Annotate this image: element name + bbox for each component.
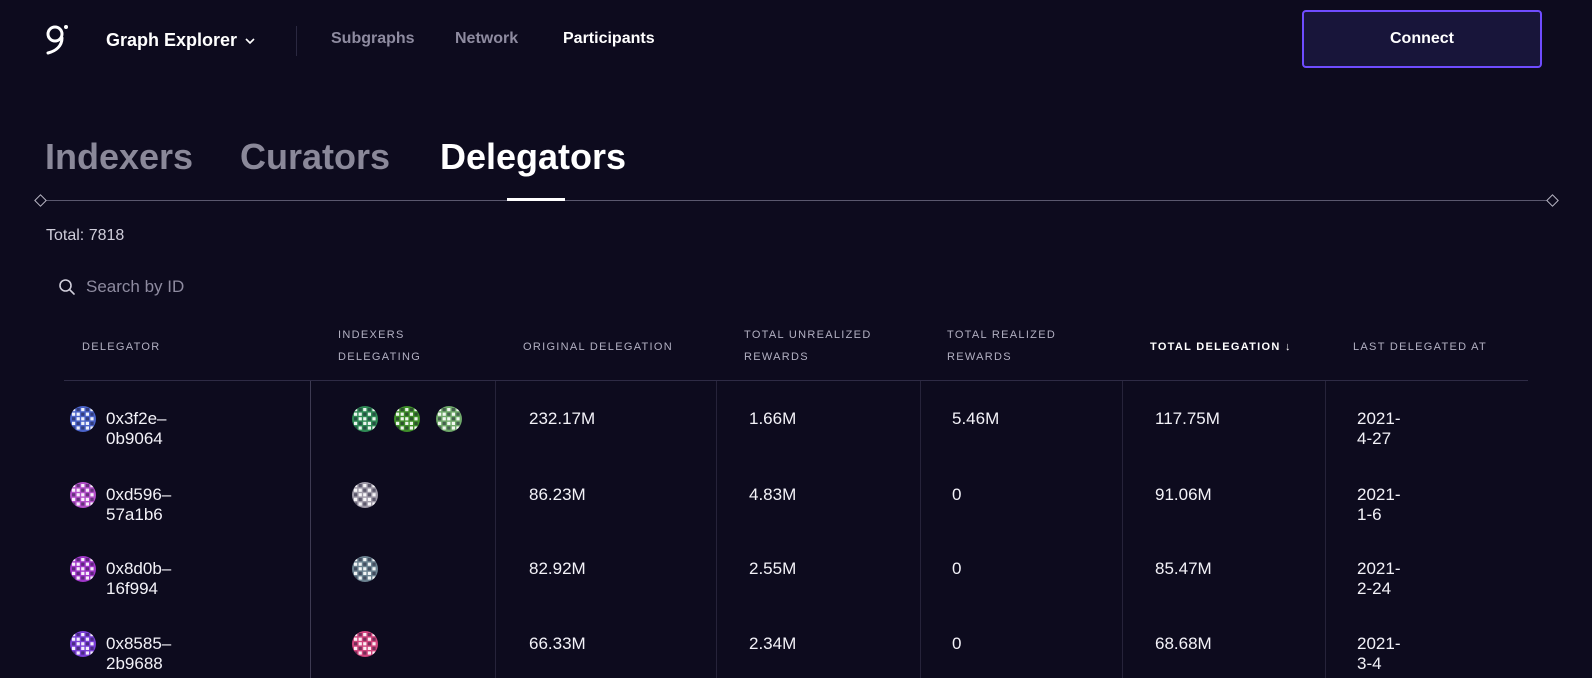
column-header-total-delegation[interactable]: TOTAL DELEGATION ↓ — [1150, 341, 1292, 353]
indexer-avatar[interactable] — [352, 406, 378, 432]
cell-unrealized: 2.34M — [749, 634, 797, 653]
indexer-avatar[interactable] — [352, 482, 378, 508]
indexer-avatar[interactable] — [394, 406, 420, 432]
cell-realized: 0 — [952, 485, 962, 504]
cell-original: 86.23M — [529, 485, 586, 504]
column-divider — [1325, 381, 1326, 678]
cell-unrealized: 2.55M — [749, 559, 797, 578]
column-divider — [1122, 381, 1123, 678]
connect-button[interactable]: Connect — [1302, 10, 1542, 68]
nav-subgraphs[interactable]: Subgraphs — [331, 30, 415, 47]
active-tab-indicator — [507, 198, 565, 201]
cell-total: 68.68M — [1155, 634, 1212, 653]
indexer-avatar[interactable] — [352, 556, 378, 582]
nav-divider — [296, 26, 297, 56]
delegator-id-link[interactable]: 0xd596–57a1b6 — [106, 485, 172, 524]
cell-unrealized: 1.66M — [749, 409, 797, 428]
column-divider — [310, 381, 311, 678]
table-header-divider — [64, 380, 1528, 381]
delegator-avatar — [70, 631, 96, 657]
delegator-avatar — [70, 482, 96, 508]
tab-divider — [40, 200, 1552, 201]
search-icon — [59, 279, 75, 295]
cell-last: 2021-4-27 — [1357, 409, 1401, 448]
delegator-avatar — [70, 406, 96, 432]
column-header-original-delegation[interactable]: ORIGINAL DELEGATION — [523, 341, 674, 353]
cell-total: 91.06M — [1155, 485, 1212, 504]
brand-menu[interactable]: Graph Explorer — [106, 30, 257, 51]
cell-realized: 5.46M — [952, 409, 1000, 428]
cell-total: 117.75M — [1155, 409, 1220, 428]
column-divider — [495, 381, 496, 678]
brand-title: Graph Explorer — [106, 30, 238, 50]
cell-realized: 0 — [952, 559, 962, 578]
top-navigation: Graph Explorer Subgraphs Network Partici… — [0, 0, 1592, 80]
delegator-id-link[interactable]: 0x8585–2b9688 — [106, 634, 172, 673]
search-bar — [58, 276, 388, 298]
cell-last: 2021-2-24 — [1357, 559, 1401, 598]
cell-last: 2021-3-4 — [1357, 634, 1401, 673]
delegator-id-link[interactable]: 0x8d0b–16f994 — [106, 559, 172, 598]
column-header-last-delegated-at[interactable]: LAST DELEGATED AT — [1353, 341, 1487, 353]
cell-realized: 0 — [952, 634, 962, 653]
indexer-avatar[interactable] — [352, 631, 378, 657]
tab-indexers[interactable]: Indexers — [45, 136, 194, 177]
column-header-total-unrealized-rewards[interactable]: TOTAL UNREALIZED REWARDS — [744, 329, 872, 363]
nav-participants[interactable]: Participants — [563, 30, 655, 47]
indexer-avatar[interactable] — [436, 406, 462, 432]
cell-original: 66.33M — [529, 634, 586, 653]
tab-delegators[interactable]: Delegators — [440, 136, 627, 177]
divider-diamond-left-icon — [34, 194, 47, 207]
column-header-indexers-delegating[interactable]: INDEXERS DELEGATING — [338, 329, 422, 363]
cell-total: 85.47M — [1155, 559, 1212, 578]
divider-diamond-right-icon — [1546, 194, 1559, 207]
cell-original: 82.92M — [529, 559, 586, 578]
chevron-down-icon — [245, 37, 255, 44]
cell-original: 232.17M — [529, 409, 596, 428]
delegator-avatar — [70, 556, 96, 582]
tab-curators[interactable]: Curators — [240, 136, 391, 177]
column-divider — [920, 381, 921, 678]
column-header-delegator[interactable]: DELEGATOR — [82, 341, 161, 353]
total-count: Total: 7818 — [46, 227, 125, 244]
column-divider — [716, 381, 717, 678]
cell-unrealized: 4.83M — [749, 485, 797, 504]
graph-logo-icon[interactable] — [44, 24, 70, 56]
delegator-id-link[interactable]: 0x3f2e–0b9064 — [106, 409, 167, 448]
column-header-total-realized-rewards[interactable]: TOTAL REALIZED REWARDS — [947, 329, 1057, 363]
search-input[interactable] — [84, 276, 388, 298]
cell-last: 2021-1-6 — [1357, 485, 1401, 524]
nav-network[interactable]: Network — [455, 30, 519, 47]
